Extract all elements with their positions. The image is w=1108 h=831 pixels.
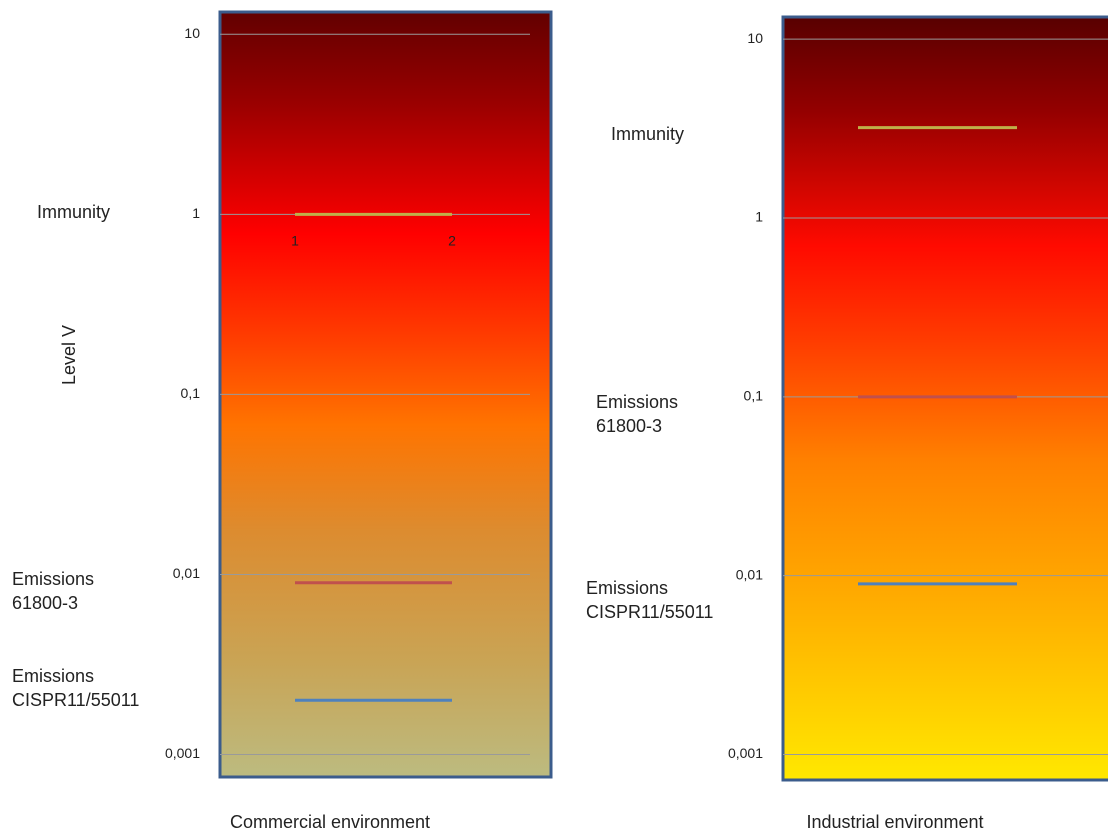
y-tick-label: 10 bbox=[747, 30, 763, 46]
plot-area bbox=[781, 15, 1108, 782]
y-tick-label: 0,001 bbox=[165, 745, 200, 761]
y-tick-label: 0,1 bbox=[744, 388, 764, 404]
x-tick-label: 1 bbox=[291, 233, 299, 249]
x-tick-label: 2 bbox=[448, 233, 456, 249]
y-tick-label: 0,01 bbox=[173, 565, 200, 581]
x-axis-label: Industrial environment bbox=[806, 812, 983, 831]
series-label: Emissions 61800-3 bbox=[12, 569, 94, 613]
y-tick-label: 10 bbox=[184, 25, 200, 41]
y-tick-label: 0,001 bbox=[728, 745, 763, 761]
series-label: Emissions CISPR11/55011 bbox=[12, 666, 139, 710]
series-label: Emissions CISPR11/55011 bbox=[586, 578, 713, 622]
series-label: Immunity bbox=[37, 202, 110, 222]
series-label: Immunity bbox=[611, 124, 684, 144]
y-tick-label: 0,1 bbox=[181, 385, 201, 401]
series-label: Emissions 61800-3 bbox=[596, 392, 678, 436]
y-tick-label: 1 bbox=[755, 209, 763, 225]
y-tick-label: 0,01 bbox=[736, 566, 763, 582]
y-axis-label: Level V bbox=[59, 325, 79, 385]
y-tick-label: 1 bbox=[192, 205, 200, 221]
x-axis-label: Commercial environment bbox=[230, 812, 430, 831]
